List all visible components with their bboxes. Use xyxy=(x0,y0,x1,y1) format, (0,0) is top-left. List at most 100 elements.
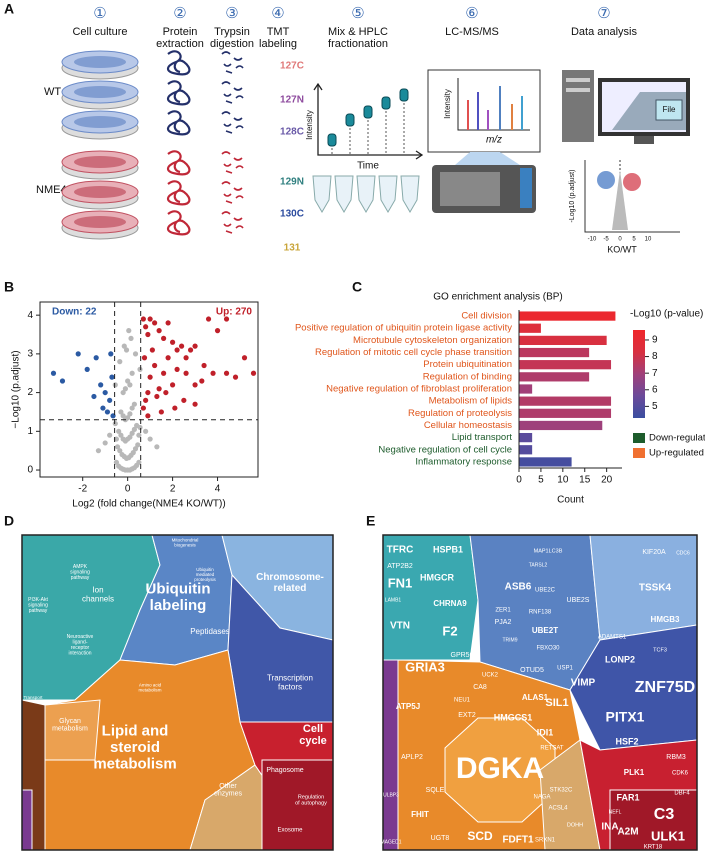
gene-label: ATP2B2 xyxy=(387,563,413,570)
region-label: Chromosome- xyxy=(256,572,324,583)
point xyxy=(122,386,129,392)
step-name: fractionation xyxy=(328,38,388,50)
bar xyxy=(519,445,533,455)
axis-label: Intensity xyxy=(443,89,452,119)
region-label: Ubiquitin xyxy=(196,567,214,572)
point xyxy=(129,405,135,411)
colorbar-tick-label: 9 xyxy=(652,335,658,346)
point xyxy=(102,389,108,396)
cells xyxy=(74,186,126,198)
category-label: Regulation of mitotic cell cycle phase t… xyxy=(315,347,512,358)
gene-label: ASB6 xyxy=(505,582,532,593)
computer xyxy=(562,70,690,144)
step-name: extraction xyxy=(156,38,204,50)
point xyxy=(141,355,148,361)
protein xyxy=(166,80,191,106)
region-label: Phagosome xyxy=(266,767,303,774)
gene-label: UCK2 xyxy=(482,673,499,679)
gene-label: STK32C xyxy=(550,788,573,794)
tick-label: 5 xyxy=(632,237,636,243)
x-tick-label: 10 xyxy=(557,475,569,486)
gene-label: F2 xyxy=(442,623,457,638)
gene-label: PJA2 xyxy=(495,619,512,626)
point xyxy=(125,378,131,384)
fraction xyxy=(327,133,337,147)
point xyxy=(127,434,133,440)
point xyxy=(169,339,176,345)
axis-label: KO/WT xyxy=(607,244,637,254)
hplc-axes xyxy=(313,82,424,160)
y-axis-label: −Log10 (p.adjust) xyxy=(11,350,22,428)
region-label: Ion xyxy=(92,586,103,595)
point xyxy=(192,401,198,407)
gene-label: TSSK4 xyxy=(639,583,672,594)
gene-label: UBE2S xyxy=(567,597,590,604)
gene-label: NAGA xyxy=(533,795,550,801)
gene-label: RBM3 xyxy=(666,754,686,761)
gene-label: DGKA xyxy=(456,752,544,785)
gene-label: DBF4 xyxy=(674,791,690,797)
frame xyxy=(21,534,334,851)
gene-label: RETSAT xyxy=(540,746,564,752)
tube xyxy=(312,175,332,213)
gene-label: SCD xyxy=(467,829,493,843)
point xyxy=(145,331,151,338)
gene-label: UBE2T xyxy=(532,626,558,635)
region-label: signaling xyxy=(28,602,48,608)
region-label: metabolism xyxy=(52,726,88,733)
gene-label: PITX1 xyxy=(606,709,645,725)
step-number: ⑦ xyxy=(597,5,610,22)
fraction xyxy=(363,105,373,119)
step-number: ④ xyxy=(271,5,284,22)
point xyxy=(107,397,113,403)
point xyxy=(214,328,221,334)
gene-label: ADAMTS1 xyxy=(598,635,627,641)
colorbar-label: -Log10 (p-value) xyxy=(630,309,703,320)
y-tick-label: 1 xyxy=(27,426,33,437)
protein xyxy=(166,110,191,136)
region-label: proteolysis xyxy=(194,577,216,582)
fraction xyxy=(381,96,391,110)
annotation: Down: 22 xyxy=(52,307,97,318)
gene-label: TCF3 xyxy=(653,647,667,653)
tick-label: 10 xyxy=(645,237,652,243)
gene-label: FAR1 xyxy=(616,792,639,802)
bar xyxy=(519,457,572,467)
point xyxy=(147,316,153,322)
region-label: labeling xyxy=(150,597,207,614)
gene-label: FHIT xyxy=(411,810,429,819)
bar xyxy=(519,335,607,346)
region-label: Peptidases xyxy=(190,627,230,636)
category-label: Protein ubiquitination xyxy=(423,359,512,370)
fraction xyxy=(399,88,409,102)
region-label: Regulation xyxy=(298,794,324,800)
region-label: Mitochondrial xyxy=(172,538,199,543)
bar xyxy=(519,396,612,406)
region-label: Ubiquitin xyxy=(146,581,211,598)
gene-label: DOHH xyxy=(567,822,583,828)
gene-label: ZNF75D xyxy=(635,679,695,696)
category-label: Negative regulation of fibroblast prolif… xyxy=(326,384,512,395)
step-name: Trypsin xyxy=(214,26,250,38)
region xyxy=(444,717,556,823)
point xyxy=(131,426,137,432)
point xyxy=(100,405,106,411)
legend-swatch xyxy=(633,448,645,458)
gene-label: FDFT1 xyxy=(502,835,534,846)
point xyxy=(137,366,143,372)
point xyxy=(137,424,143,431)
point xyxy=(192,382,198,388)
legend-label: Up-regulated xyxy=(649,448,704,459)
file-label: File xyxy=(663,105,676,114)
region-label: Transcription xyxy=(267,674,313,683)
cells xyxy=(74,156,126,168)
point xyxy=(126,328,132,334)
point xyxy=(232,374,239,380)
point xyxy=(178,343,185,349)
point xyxy=(118,409,124,415)
x-tick-label: 0 xyxy=(125,484,131,495)
category-label: Regulation of binding xyxy=(423,371,512,382)
point xyxy=(183,370,189,376)
category-label: Microtubule cytoskeleton organization xyxy=(353,335,512,346)
point xyxy=(95,448,102,454)
